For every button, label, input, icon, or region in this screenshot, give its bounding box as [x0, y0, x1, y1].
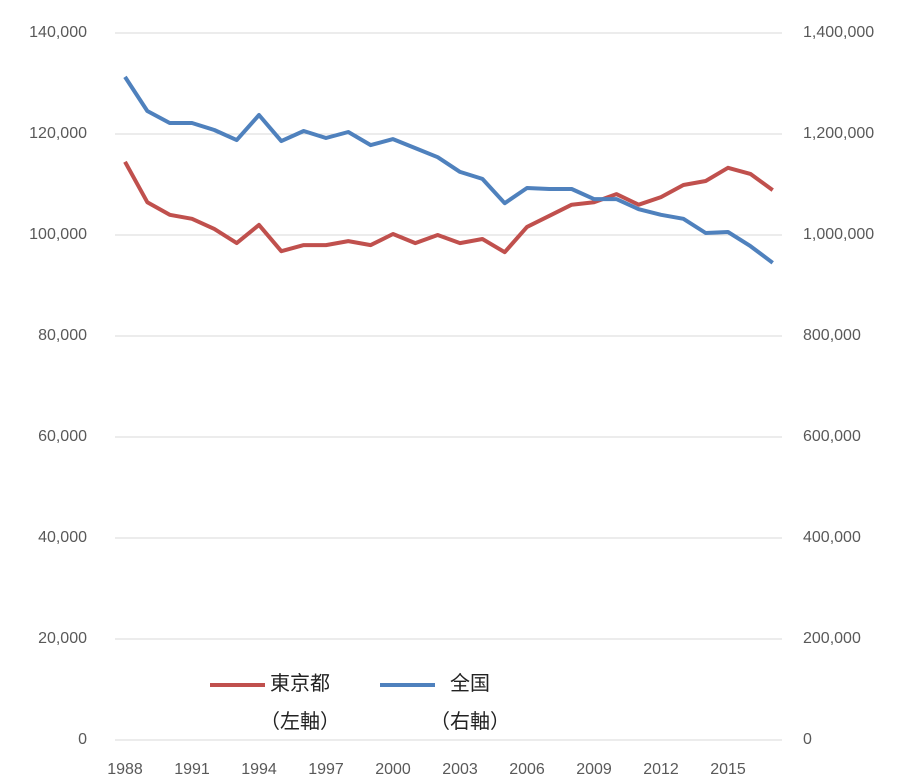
x-tick-label: 1988 [107, 761, 143, 778]
y2-tick-label: 600,000 [803, 428, 861, 445]
y2-tick-label: 1,200,000 [803, 125, 874, 142]
x-tick-label: 2006 [509, 761, 545, 778]
series-line [123, 160, 774, 255]
y-tick-label: 80,000 [38, 327, 87, 344]
x-tick-label: 2012 [643, 761, 679, 778]
y-tick-label: 120,000 [29, 125, 87, 142]
y-tick-label: 40,000 [38, 529, 87, 546]
x-tick-label: 1991 [174, 761, 210, 778]
y2-tick-label: 1,400,000 [803, 24, 874, 41]
series-line [123, 75, 774, 265]
y2-tick-label: 0 [803, 731, 812, 748]
x-tick-label: 1994 [241, 761, 277, 778]
y-tick-label: 100,000 [29, 226, 87, 243]
x-tick-label: 1997 [308, 761, 344, 778]
y-tick-label: 140,000 [29, 24, 87, 41]
legend-label: 東京都 （左軸） [260, 673, 340, 733]
x-tick-label: 2003 [442, 761, 478, 778]
x-tick-label: 2015 [710, 761, 746, 778]
y2-tick-label: 1,000,000 [803, 226, 874, 243]
y-tick-label: 20,000 [38, 630, 87, 647]
y2-tick-label: 800,000 [803, 327, 861, 344]
y2-tick-label: 400,000 [803, 529, 861, 546]
legend-label: 全国 （右軸） [430, 673, 510, 733]
x-tick-label: 2000 [375, 761, 411, 778]
y-tick-label: 60,000 [38, 428, 87, 445]
y2-tick-label: 200,000 [803, 630, 861, 647]
x-tick-label: 2009 [576, 761, 612, 778]
y-tick-label: 0 [78, 731, 87, 748]
